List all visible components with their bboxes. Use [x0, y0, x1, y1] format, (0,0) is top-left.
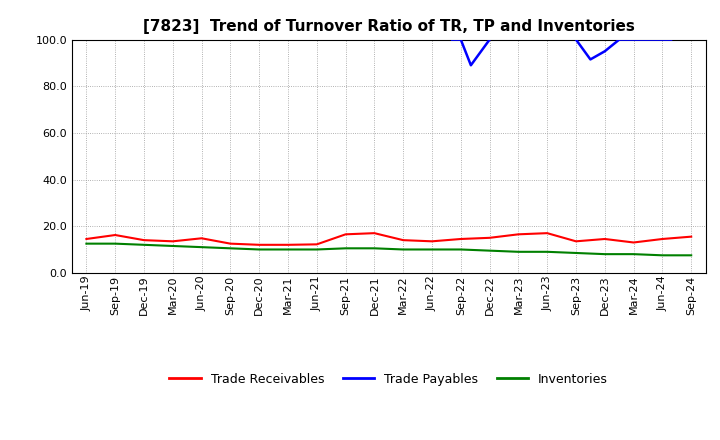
Title: [7823]  Trend of Turnover Ratio of TR, TP and Inventories: [7823] Trend of Turnover Ratio of TR, TP…: [143, 19, 635, 34]
Legend: Trade Receivables, Trade Payables, Inventories: Trade Receivables, Trade Payables, Inven…: [164, 368, 613, 391]
